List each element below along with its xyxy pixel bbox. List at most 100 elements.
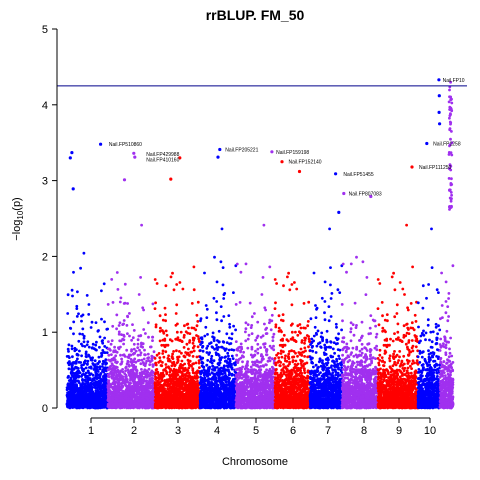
snp-point <box>165 395 169 399</box>
snp-point <box>164 284 168 288</box>
snp-point <box>175 283 179 286</box>
snp-point <box>73 386 77 390</box>
snp-point <box>121 368 124 371</box>
snp-point <box>175 330 179 334</box>
snp-point <box>132 351 136 355</box>
snp-point <box>212 375 216 378</box>
snp-point <box>94 372 98 376</box>
snp-point <box>77 360 81 364</box>
snp-point <box>187 382 191 385</box>
snp-point <box>199 343 202 346</box>
snp-point <box>66 361 70 365</box>
snp-point <box>71 381 75 384</box>
snp-point <box>121 323 125 326</box>
snp-point <box>160 393 164 397</box>
snp-point <box>156 389 160 393</box>
snp-point <box>171 397 175 400</box>
snp-point <box>227 379 231 382</box>
snp-point <box>69 405 73 408</box>
snp-point <box>169 275 173 279</box>
snp-point <box>102 405 106 409</box>
snp-point <box>96 329 100 333</box>
snp-point <box>164 366 168 369</box>
snp-point <box>223 364 226 368</box>
snp-point <box>72 398 76 401</box>
snp-point <box>173 374 177 378</box>
snp-point <box>121 378 125 381</box>
snp-point <box>125 397 128 401</box>
snp-point <box>210 361 214 365</box>
snp-point <box>142 308 146 312</box>
snp-point <box>215 311 218 315</box>
snp-point <box>73 405 76 409</box>
snp-point <box>122 319 126 322</box>
snp-point <box>84 355 88 358</box>
snp-point <box>135 369 139 373</box>
snp-point <box>130 338 134 342</box>
snp-point <box>125 406 129 410</box>
snp-point <box>102 377 105 381</box>
snp-point <box>201 396 205 399</box>
snp-point <box>97 376 101 380</box>
snp-point <box>205 316 209 319</box>
snp-point <box>181 287 185 291</box>
snp-point <box>103 351 107 354</box>
snp-point <box>108 375 111 379</box>
snp-point <box>190 405 194 409</box>
snp-point <box>159 388 163 392</box>
snp-point <box>143 353 147 357</box>
snp-point <box>73 346 77 350</box>
snp-point <box>142 363 146 366</box>
snp-point <box>226 405 230 409</box>
snp-point <box>147 400 151 404</box>
snp-point <box>96 383 100 387</box>
snp-point <box>125 324 129 327</box>
snp-point <box>141 342 145 346</box>
snp-point <box>168 404 171 408</box>
snp-point <box>183 376 187 379</box>
snp-point <box>201 349 205 353</box>
snp-point <box>95 366 99 369</box>
snp-point <box>192 338 195 341</box>
snp-point <box>96 368 99 372</box>
snp-point <box>188 389 192 393</box>
snp-point <box>196 375 200 379</box>
snp-point <box>196 379 199 383</box>
snp-point <box>154 363 158 367</box>
snp-point <box>143 348 146 352</box>
snp-point <box>75 315 79 318</box>
snp-point <box>145 382 148 386</box>
snp-point <box>192 288 196 292</box>
snp-point <box>171 271 174 275</box>
snp-point <box>132 329 136 332</box>
snp-point <box>194 398 198 401</box>
snp-point <box>185 395 189 399</box>
snp-point <box>163 392 167 396</box>
snp-point <box>126 360 130 364</box>
snp-point <box>198 366 201 369</box>
snp-point <box>212 337 216 341</box>
snp-point <box>102 403 106 406</box>
snp-point <box>86 362 89 366</box>
snp-point <box>72 361 76 364</box>
snp-point <box>175 392 179 396</box>
snp-point <box>178 281 182 284</box>
snp-point <box>72 320 76 324</box>
snp-point <box>160 405 164 408</box>
snp-point <box>126 332 129 335</box>
snp-point <box>131 379 135 383</box>
snp-point <box>103 320 106 324</box>
snp-point <box>119 353 122 357</box>
snp-point <box>199 370 202 374</box>
snp-point <box>154 377 158 380</box>
snp-point <box>227 348 231 352</box>
snp-point <box>113 391 117 394</box>
snp-point <box>100 389 103 393</box>
snp-point <box>210 381 214 385</box>
snp-point <box>87 393 90 396</box>
snp-point <box>82 369 85 373</box>
snp-point <box>233 363 237 367</box>
snp-point <box>104 362 107 366</box>
snp-point <box>77 369 81 373</box>
snp-point <box>226 364 230 368</box>
